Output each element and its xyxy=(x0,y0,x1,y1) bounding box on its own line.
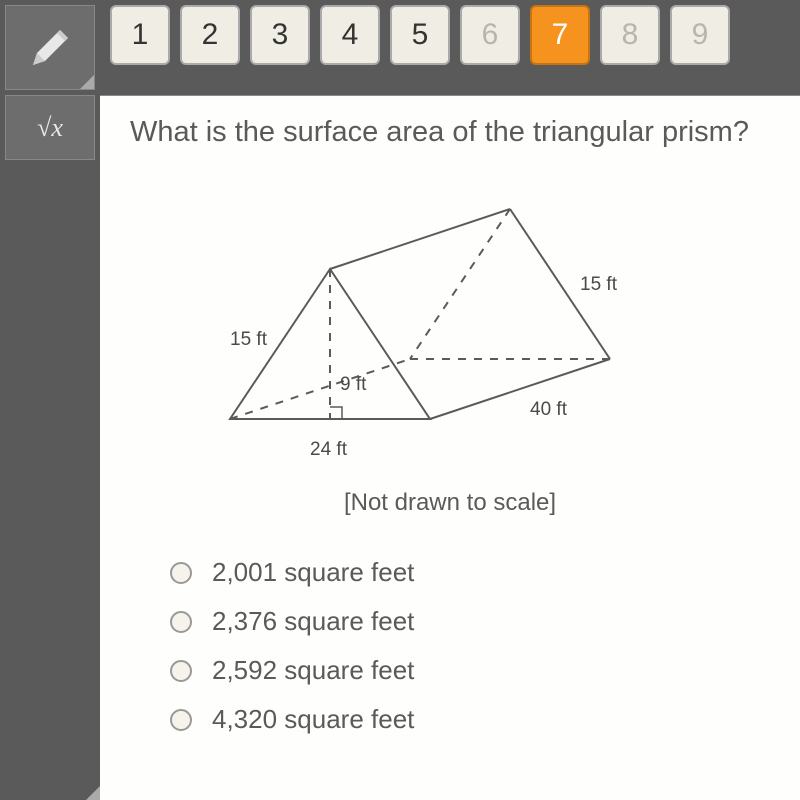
question-text: What is the surface area of the triangul… xyxy=(130,116,770,149)
question-nav: 1 2 3 4 5 6 7 8 9 xyxy=(100,5,800,90)
label-base: 24 ft xyxy=(310,439,347,461)
label-left-slant: 15 ft xyxy=(230,329,267,351)
nav-button-7[interactable]: 7 xyxy=(530,5,590,65)
prism-figure: 15 ft 15 ft 9 ft 24 ft 40 ft xyxy=(190,179,650,479)
radio-icon xyxy=(170,562,192,584)
math-tool-label: √x xyxy=(37,113,63,143)
answer-option-3[interactable]: 2,592 square feet xyxy=(170,655,770,686)
answer-text: 2,001 square feet xyxy=(212,557,414,588)
figure-caption: [Not drawn to scale] xyxy=(130,489,770,517)
label-depth: 40 ft xyxy=(530,399,567,421)
radio-icon xyxy=(170,709,192,731)
nav-button-1[interactable]: 1 xyxy=(110,5,170,65)
nav-button-8[interactable]: 8 xyxy=(600,5,660,65)
answer-text: 2,376 square feet xyxy=(212,606,414,637)
math-tool-button[interactable]: √x xyxy=(5,95,95,160)
nav-button-5[interactable]: 5 xyxy=(390,5,450,65)
pencil-icon xyxy=(25,23,75,73)
radio-icon xyxy=(170,660,192,682)
answer-text: 2,592 square feet xyxy=(212,655,414,686)
label-right-slant: 15 ft xyxy=(580,274,617,296)
left-toolbar: √x xyxy=(0,0,100,800)
nav-button-4[interactable]: 4 xyxy=(320,5,380,65)
nav-button-3[interactable]: 3 xyxy=(250,5,310,65)
answer-option-1[interactable]: 2,001 square feet xyxy=(170,557,770,588)
nav-button-9[interactable]: 9 xyxy=(670,5,730,65)
answer-option-2[interactable]: 2,376 square feet xyxy=(170,606,770,637)
pencil-tool-button[interactable] xyxy=(5,5,95,90)
answer-text: 4,320 square feet xyxy=(212,704,414,735)
nav-button-6[interactable]: 6 xyxy=(460,5,520,65)
radio-icon xyxy=(170,611,192,633)
label-height: 9 ft xyxy=(340,374,366,396)
question-content: What is the surface area of the triangul… xyxy=(100,95,800,800)
nav-button-2[interactable]: 2 xyxy=(180,5,240,65)
answer-option-4[interactable]: 4,320 square feet xyxy=(170,704,770,735)
answers-list: 2,001 square feet 2,376 square feet 2,59… xyxy=(170,557,770,735)
